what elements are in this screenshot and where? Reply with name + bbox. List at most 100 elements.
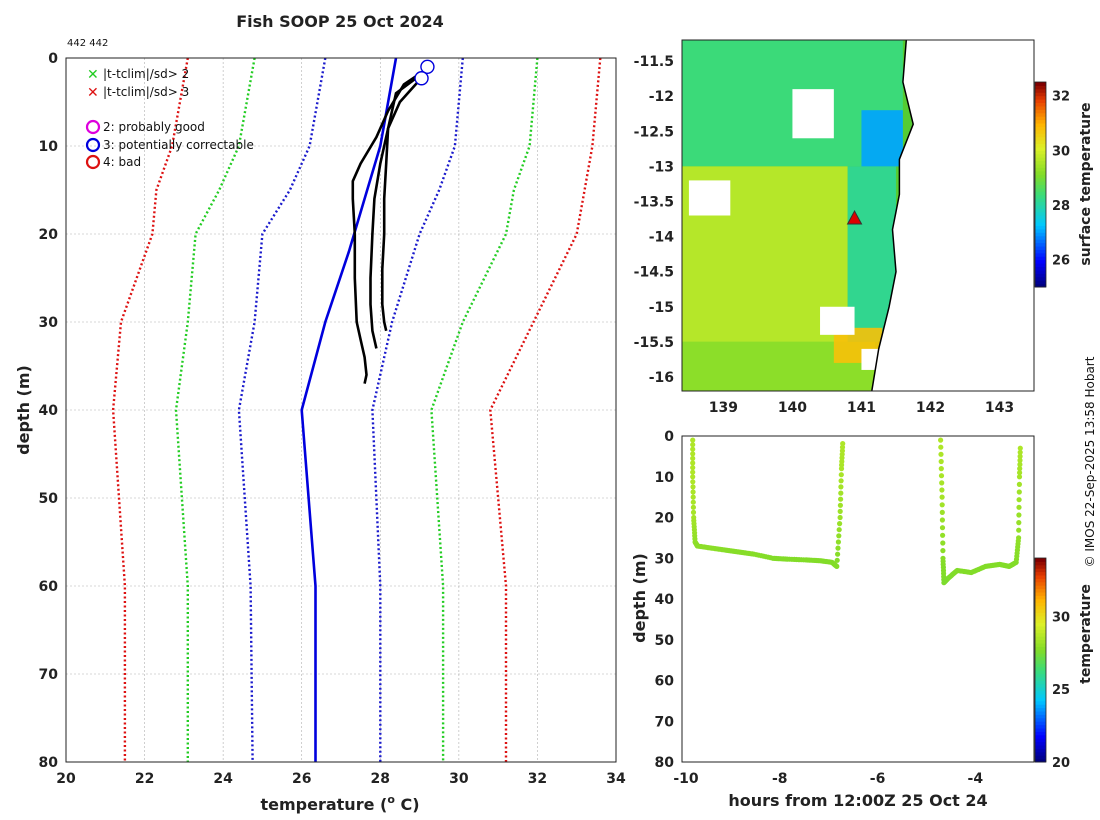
profile-y-tick-label: 60: [39, 579, 59, 595]
time-y-tick-label: 50: [655, 633, 675, 649]
colorbar-step: [1035, 581, 1046, 586]
colorbar-step: [1035, 748, 1046, 753]
colorbar-tick-label: 20: [1052, 756, 1070, 771]
data-point: [1017, 445, 1023, 451]
data-point: [834, 563, 840, 570]
legend-marker-green: ✕: [87, 67, 99, 83]
no-data-patch: [792, 89, 834, 139]
colorbar-step: [1035, 136, 1046, 141]
colorbar-step: [1035, 205, 1046, 209]
data-point: [835, 539, 842, 545]
map-y-tick-label: -15: [649, 300, 674, 316]
data-point: [837, 521, 843, 527]
data-point: [690, 446, 696, 452]
colorbar-step: [1035, 680, 1046, 685]
time-y-tick-label: 80: [655, 755, 675, 771]
profile-y-tick-label: 20: [39, 227, 59, 243]
colorbar-step: [1035, 714, 1046, 719]
colorbar-step: [1035, 246, 1046, 250]
colorbar-step: [1035, 211, 1046, 216]
colorbar-step: [1035, 133, 1046, 138]
data-point: [1016, 489, 1022, 495]
colorbar-step: [1035, 153, 1046, 158]
data-point: [1016, 535, 1022, 541]
no-data-patch: [688, 180, 731, 216]
colorbar-step: [1035, 755, 1046, 760]
map-border: [681, 39, 1035, 392]
colorbar-step: [1035, 561, 1046, 566]
time-y-tick-label: 40: [655, 592, 675, 608]
data-point: [690, 499, 696, 505]
series-profile-2: [369, 79, 421, 349]
colorbar-step: [1035, 694, 1046, 698]
data-point: [1016, 474, 1023, 480]
profile-x-tick-label: 24: [213, 771, 233, 787]
colorbar-step: [1035, 201, 1046, 206]
time-x-tick-label: -4: [968, 771, 984, 787]
map-x-tick-label: 140: [778, 400, 807, 416]
colorbar-step: [1035, 170, 1046, 175]
colorbar-step: [1035, 198, 1046, 203]
data-point: [1016, 520, 1022, 526]
map-x-ticks: 139 140 141 142 143: [709, 400, 1014, 416]
colorbar-step: [1035, 252, 1046, 257]
colorbar-step: [1035, 751, 1046, 756]
colorbar-tick-label: 28: [1052, 199, 1070, 214]
map-y-tick-label: -12.5: [634, 124, 674, 140]
profile-y-tick-label: 0: [48, 51, 58, 67]
profile-plot-frame: [66, 58, 616, 762]
colorbar-step: [1035, 598, 1046, 603]
profile-y-tick-label: 70: [39, 667, 59, 683]
colorbar-step: [1035, 228, 1046, 233]
legend-label-flag-2: 2: probably good: [103, 120, 205, 134]
profile-x-tick-label: 26: [292, 771, 311, 787]
vessel-triangle-icon: [846, 209, 863, 225]
time-y-tick-label: 0: [664, 429, 674, 445]
colorbar-step: [1035, 745, 1046, 749]
data-point: [690, 474, 696, 480]
colorbar-step: [1035, 632, 1046, 637]
colorbar-step: [1035, 717, 1046, 722]
profile-y-tick-label: 80: [39, 755, 59, 771]
map-land: [871, 40, 1034, 391]
legend-label-flag-3: 3: potentially correctable: [103, 138, 254, 152]
profile-x-label: temperature (o C): [260, 793, 419, 814]
colorbar-tick-label: 25: [1052, 683, 1070, 698]
legend-label-sd3: |t-tclim|/sd> 3: [103, 85, 189, 99]
time-depth-x-ticks: -10 -8 -6 -4: [673, 771, 983, 787]
time-depth-border: [681, 435, 1035, 763]
map-x-tick-label: 143: [985, 400, 1014, 416]
colorbar-step: [1035, 704, 1046, 709]
data-point: [1017, 449, 1023, 455]
colorbar-step: [1035, 181, 1046, 185]
colorbar-step: [1035, 194, 1046, 199]
time-depth-frame: [682, 436, 1034, 762]
colorbar-step: [1035, 88, 1046, 93]
profile-plot-border: [65, 57, 617, 763]
colorbar-step: [1035, 150, 1046, 155]
data-point: [939, 494, 945, 500]
data-point: [836, 533, 842, 539]
colorbar-step: [1035, 123, 1046, 127]
colorbar-step: [1035, 687, 1046, 692]
data-point: [690, 465, 696, 471]
data-point: [1016, 481, 1023, 487]
colorbar-step: [1035, 109, 1046, 114]
colorbar-step: [1035, 146, 1046, 151]
colorbar-step: [1035, 588, 1046, 593]
data-point: [690, 489, 696, 495]
profile-x-label-sup: o: [387, 793, 395, 806]
data-point: [837, 514, 843, 521]
time-depth-points: [690, 437, 1023, 586]
colorbar-step: [1035, 673, 1046, 678]
data-point: [1017, 457, 1023, 463]
time-depth-y-label: depth (m): [630, 553, 649, 643]
series-mean-1-sd: [371, 57, 464, 762]
colorbar-tick-label: 26: [1052, 254, 1070, 269]
data-point: [690, 451, 696, 457]
map-vessel-marker: [846, 209, 863, 225]
colorbar-tick-label: 30: [1052, 610, 1070, 625]
map-x-tick-label: 141: [847, 400, 876, 416]
colorbar-step: [1035, 116, 1046, 121]
colorbar-tick-label: 30: [1052, 144, 1070, 159]
